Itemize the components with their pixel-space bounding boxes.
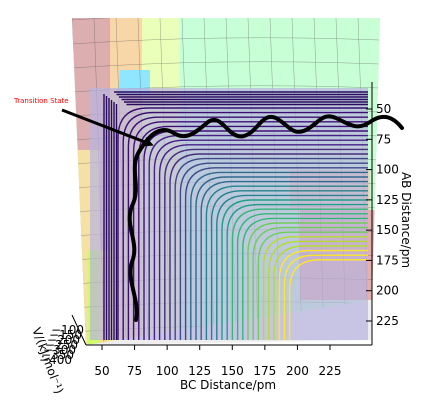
x-tick-label: 225 xyxy=(319,364,342,378)
contour-line xyxy=(190,171,368,340)
axes xyxy=(71,82,373,346)
contour-line xyxy=(231,208,368,340)
contour-line xyxy=(283,254,368,340)
contour-line xyxy=(122,111,368,340)
contour-line xyxy=(200,180,368,340)
contour-line xyxy=(236,213,368,340)
contour-line xyxy=(205,185,368,340)
x-tick-label: 125 xyxy=(188,364,211,378)
z-tick-label: −100 xyxy=(51,323,84,337)
y-tick-label: 100 xyxy=(376,163,399,177)
z-ticks: −100−150−200−250−300−350−400 xyxy=(39,323,84,367)
y-tick-label: 150 xyxy=(376,223,399,237)
contour-line xyxy=(210,190,368,340)
contour-line xyxy=(117,107,368,340)
x-tick-label: 50 xyxy=(94,364,109,378)
contour-line xyxy=(174,157,368,340)
y-tick-label: 75 xyxy=(376,132,391,146)
contour-line xyxy=(153,139,368,340)
contour-line xyxy=(252,226,368,340)
x-tick-label: 150 xyxy=(221,364,244,378)
y-tick-label: 200 xyxy=(376,284,399,298)
transition-state-label: Transition State xyxy=(13,97,69,105)
contour-line xyxy=(278,249,368,340)
y-ticks: 50 75 100 125 150 175 200 225 xyxy=(366,102,399,328)
z-tick-label: −250 xyxy=(45,338,78,352)
contour-line xyxy=(288,259,368,340)
z-tick-label: −200 xyxy=(47,333,80,347)
y-tick-label: 175 xyxy=(376,253,399,267)
x-axis-label: BC Distance/pm xyxy=(180,378,276,392)
contour-line xyxy=(158,144,368,340)
surface-gridline xyxy=(72,37,380,45)
contour-line xyxy=(164,148,368,340)
contour-line xyxy=(273,245,368,340)
contour-line xyxy=(132,121,368,340)
y-tick-label: 225 xyxy=(376,314,399,328)
contour-line xyxy=(216,194,368,340)
reaction-trajectory xyxy=(127,114,404,322)
y-tick-label: 50 xyxy=(376,102,391,116)
contour-region xyxy=(90,88,368,340)
z-tick-label: −350 xyxy=(41,348,74,362)
contour-line xyxy=(226,203,368,340)
contour-line xyxy=(268,240,368,340)
contour-line xyxy=(262,236,368,340)
contour-line xyxy=(169,153,368,340)
x-tick-label: 175 xyxy=(253,364,276,378)
contour-line xyxy=(184,167,368,340)
z-tick-label: −400 xyxy=(39,353,72,367)
contour-line xyxy=(127,116,368,340)
contour-line xyxy=(221,199,368,340)
y-axis-label: AB Distance/pm xyxy=(399,172,413,268)
z-tick-label: −300 xyxy=(43,343,76,357)
y-tick-label: 125 xyxy=(376,193,399,207)
contour-line xyxy=(195,176,368,340)
x-tick-label: 75 xyxy=(127,364,142,378)
x-ticks: 50 75 100 125 150 175 200 225 xyxy=(94,345,341,378)
contour-line xyxy=(242,217,368,340)
contour-line xyxy=(179,162,368,340)
x-tick-label: 100 xyxy=(156,364,179,378)
contour-line xyxy=(247,222,368,340)
z-tick-label: −150 xyxy=(49,328,82,342)
surface-gridline xyxy=(72,61,380,69)
x-tick-label: 200 xyxy=(286,364,309,378)
contour-line xyxy=(257,231,368,340)
annotation-arrow xyxy=(61,108,154,147)
